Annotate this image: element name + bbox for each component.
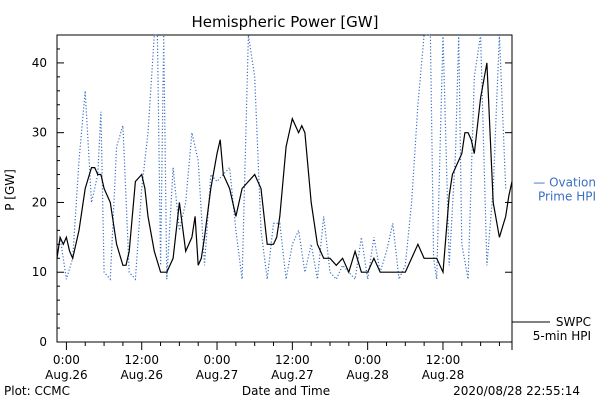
footer-timestamp: 2020/08/28 22:55:14 (453, 384, 580, 398)
legend-ovation-prime: Prime HPI (538, 190, 596, 204)
x-tick-time-label: 12:00 (124, 353, 159, 367)
hpi-series-line (56, 62, 513, 275)
x-tick-date-label: Aug.27 (271, 368, 314, 382)
x-tick-time-label: 0:00 (204, 353, 231, 367)
x-tick-time-label: 12:00 (426, 353, 461, 367)
legend-ovation-prime: — Ovation (533, 176, 596, 190)
x-tick-date-label: Aug.26 (45, 368, 88, 382)
legend-swpc: 5-min HPI (533, 329, 591, 343)
legend-swpc: SWPC (556, 315, 591, 329)
x-axis-label: Date and Time (242, 384, 330, 398)
x-tick-date-label: Aug.28 (346, 368, 389, 382)
x-tick-time-label: 12:00 (275, 353, 310, 367)
x-axis: 0:00Aug.2612:00Aug.260:00Aug.2712:00Aug.… (45, 342, 500, 382)
y-tick-label: 40 (32, 56, 47, 70)
y-tick-label: 30 (32, 126, 47, 140)
series-layer (56, 34, 513, 282)
y-axis-label: P [GW] (3, 169, 17, 211)
ovation-prime-series-line (59, 34, 507, 282)
footer-credit: Plot: CCMC (4, 384, 70, 398)
x-tick-date-label: Aug.27 (196, 368, 239, 382)
y-axis: 0 10 20 30 40 (32, 34, 512, 349)
x-tick-date-label: Aug.28 (422, 368, 465, 382)
x-tick-time-label: 0:00 (354, 353, 381, 367)
y-tick-label: 0 (39, 335, 47, 349)
chart-title: Hemispheric Power [GW] (192, 13, 379, 31)
y-tick-label: 10 (32, 265, 47, 279)
y-tick-label: 20 (32, 195, 47, 209)
x-tick-date-label: Aug.26 (120, 368, 163, 382)
x-tick-time-label: 0:00 (53, 353, 80, 367)
